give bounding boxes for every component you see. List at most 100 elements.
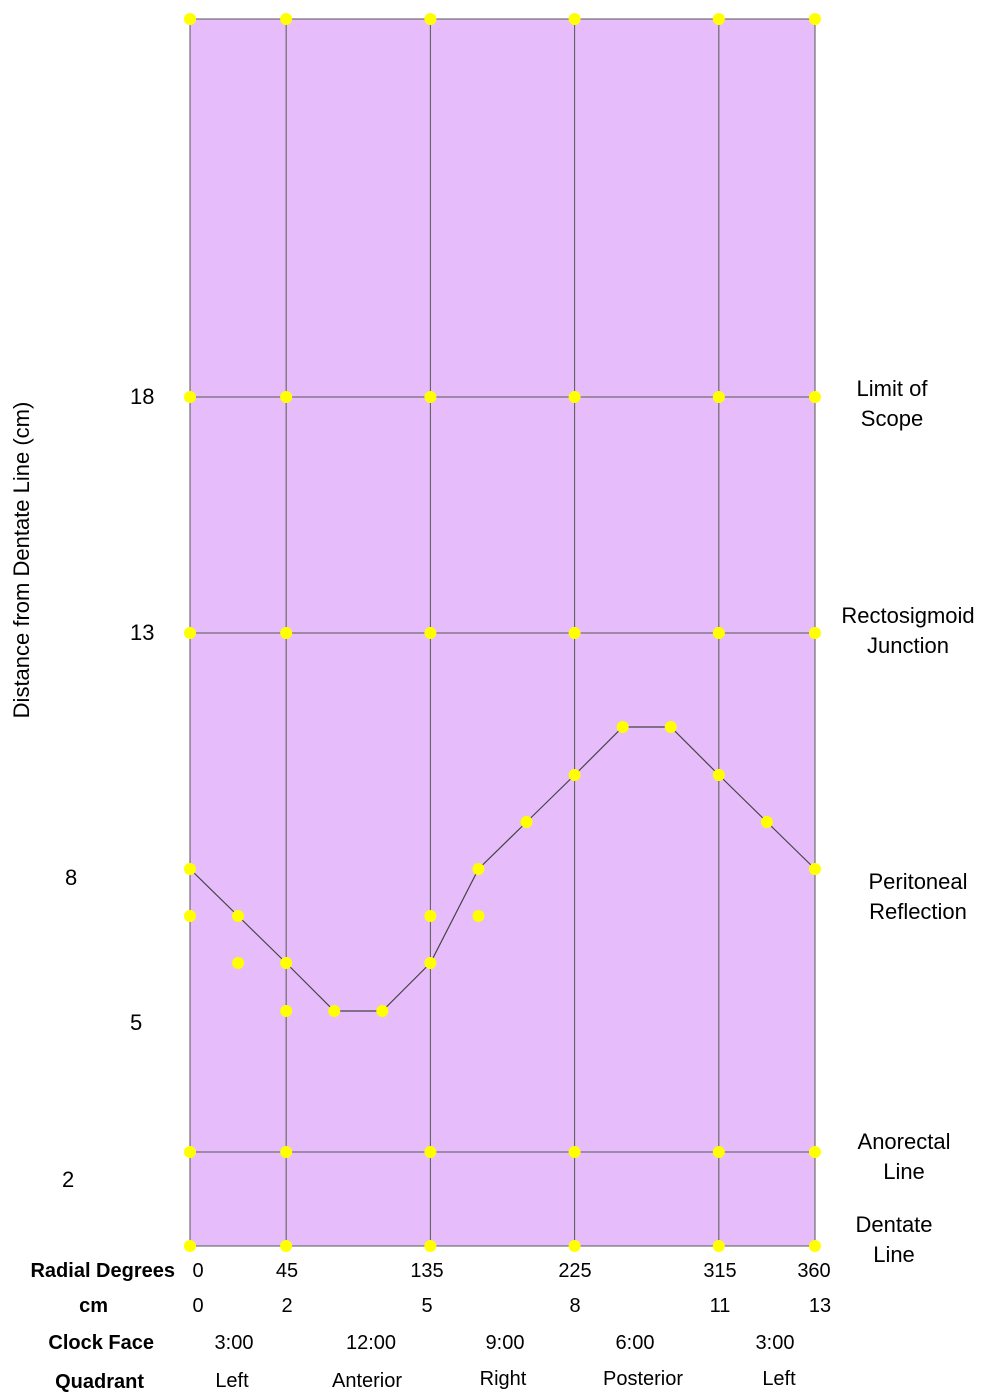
data-point [184,863,196,875]
landmark-label-line: Rectosigmoid [841,603,975,628]
data-point [568,391,581,403]
quadrant-value: Left [215,1370,249,1392]
data-point [712,1146,725,1158]
landmark-label-line: Scope [860,406,924,431]
clock-face-value: 9:00 [485,1332,525,1354]
data-point [809,1240,821,1252]
landmark-label-line: Junction [867,633,949,658]
data-point [712,391,725,403]
data-point [424,627,437,639]
data-point [280,13,293,25]
y-tick-label: 13 [130,620,155,645]
y-axis-label: Distance from Dentate Line (cm) [9,401,34,719]
data-point [809,391,821,403]
radial-degrees-value: 360 [797,1260,831,1282]
landmark-label-line: Peritoneal [868,869,968,894]
data-point [424,391,437,403]
data-point [712,769,725,781]
data-point [184,13,196,25]
data-point [184,910,196,922]
cm-value: 11 [709,1295,731,1317]
data-point [712,627,725,639]
data-markers [184,13,821,1252]
quadrant-value: Anterior [331,1370,403,1392]
clock-face-value: 12:00 [345,1332,397,1354]
series-line [189,726,816,1012]
landmark-label-line: Line [883,1159,925,1184]
data-point [472,863,485,875]
data-point [809,863,821,875]
data-point [280,627,293,639]
landmark-label-line: Dentate [855,1212,933,1237]
data-point [280,1146,293,1158]
data-point [184,627,196,639]
data-point [520,816,533,828]
row-header-clock-face: Clock Face [48,1332,154,1354]
data-point [664,721,677,733]
data-point [280,1240,293,1252]
data-point [232,910,245,922]
quadrant-value: Posterior [602,1368,684,1390]
data-point [328,1005,341,1017]
data-point [809,13,821,25]
data-point [568,13,581,25]
radial-degrees-value: 0 [192,1260,204,1282]
data-point [376,1005,389,1017]
row-header-quadrant: Quadrant [55,1371,144,1393]
series-lines [189,726,816,1012]
radial-degrees-value: 225 [558,1260,592,1282]
radial-degrees-value: 45 [275,1260,299,1282]
landmark-label-line: Anorectal [857,1129,951,1154]
data-point [280,957,293,969]
data-point [568,769,581,781]
landmark-label-limit-of-scope: Limit of Scope [802,374,982,434]
data-point [424,1240,437,1252]
radial-degrees-value: 135 [410,1260,444,1282]
landmark-label-line: Line [873,1242,915,1267]
y-tick-label: 2 [62,1167,75,1192]
data-point [184,391,196,403]
data-point [424,910,437,922]
data-point [809,1146,821,1158]
radial-degrees-value: 315 [703,1260,737,1282]
landmark-label-peritoneal-reflection: Peritoneal Reflection [828,867,1003,927]
data-point [568,1240,581,1252]
quadrant-value: Right [479,1368,527,1390]
data-point [760,816,773,828]
y-tick-label: 8 [65,865,78,890]
y-tick-label: 18 [130,384,155,409]
quadrant-value: Left [762,1368,796,1390]
data-point [616,721,629,733]
landmark-label-anorectal-line: Anorectal Line [814,1127,994,1187]
data-point [472,910,485,922]
data-point [280,391,293,403]
y-tick-label: 5 [130,1010,143,1035]
cm-value: 13 [808,1295,832,1317]
clock-face-value: 6:00 [615,1332,655,1354]
landmark-label-line: Reflection [869,899,967,924]
data-point [424,957,437,969]
data-point [184,1146,196,1158]
clock-face-value: 3:00 [214,1332,254,1354]
cm-value: 2 [281,1295,293,1317]
data-point [568,1146,581,1158]
data-point [712,1240,725,1252]
data-point [184,1240,196,1252]
clock-face-value: 3:00 [755,1332,795,1354]
cm-value: 8 [569,1295,581,1317]
data-point [809,627,821,639]
landmark-label-line: Limit of [856,376,928,401]
data-point [568,627,581,639]
data-point [712,13,725,25]
row-header-cm: cm [79,1295,108,1317]
landmark-label-dentate-line: Dentate Line [804,1210,984,1270]
landmark-label-rectosigmoid-junction: Rectosigmoid Junction [818,601,998,661]
cm-value: 5 [421,1295,433,1317]
data-point [280,1005,293,1017]
data-point [424,13,437,25]
data-point [424,1146,437,1158]
data-point [232,957,245,969]
cm-value: 0 [192,1295,204,1317]
row-header-radial-degrees: Radial Degrees [30,1260,175,1282]
